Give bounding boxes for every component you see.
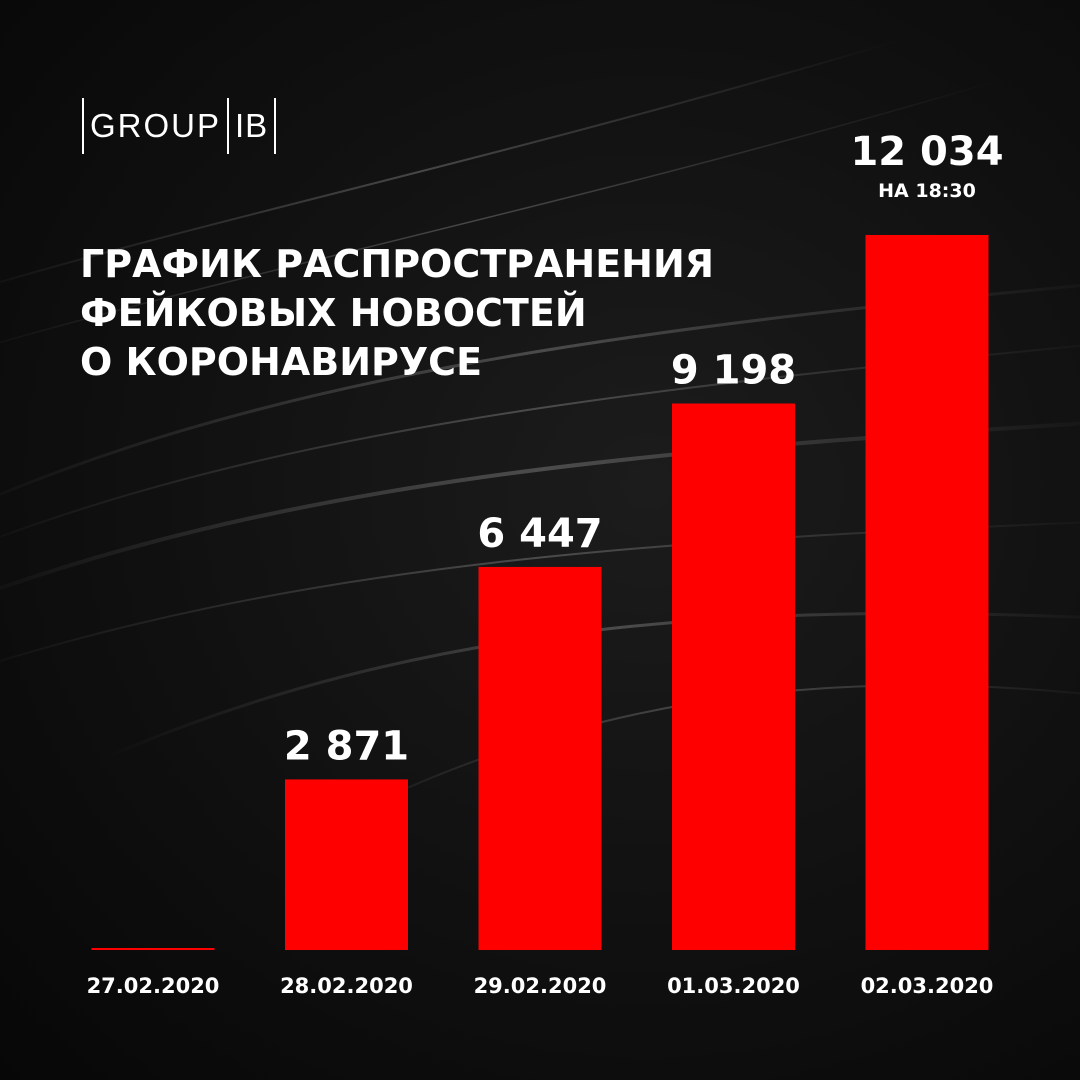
bar-28.02.2020 [285, 779, 408, 950]
x-tick-label-28.02.2020: 28.02.2020 [280, 974, 413, 998]
bar-29.02.2020 [478, 566, 602, 950]
logo-divider-left [82, 98, 84, 154]
bar-01.03.2020 [672, 403, 795, 950]
logo-divider-middle [227, 98, 230, 154]
bar-value-label-02.03.2020: 12 034 [850, 129, 1003, 175]
bar-27.02.2020 [91, 948, 215, 950]
bar-02.03.2020 [865, 235, 989, 950]
chart-title-line-2: ФЕЙКОВЫХ НОВОСТЕЙ [80, 291, 587, 335]
chart-title-line-3: О КОРОНАВИРУСЕ [80, 340, 483, 384]
logo-text-group: GROUP [90, 107, 222, 144]
bar-value-label-29.02.2020: 6 447 [477, 511, 602, 557]
chart-title-line-1: ГРАФИК РАСПРОСТРАНЕНИЯ [80, 242, 715, 286]
group-ib-logo: GROUP IB [82, 98, 277, 154]
bar-value-label-01.03.2020: 9 198 [671, 348, 796, 394]
x-tick-label-27.02.2020: 27.02.2020 [87, 974, 220, 998]
logo-text-ib: IB [235, 107, 269, 144]
x-tick-label-02.03.2020: 02.03.2020 [861, 974, 994, 998]
x-tick-label-29.02.2020: 29.02.2020 [474, 974, 607, 998]
bar-note-label-02.03.2020: НА 18:30 [878, 180, 976, 202]
chart-title: ГРАФИК РАСПРОСТРАНЕНИЯ ФЕЙКОВЫХ НОВОСТЕЙ… [80, 240, 714, 387]
bar-value-label-28.02.2020: 2 871 [284, 723, 409, 769]
x-tick-label-01.03.2020: 01.03.2020 [667, 974, 800, 998]
logo-divider-right [274, 98, 277, 154]
